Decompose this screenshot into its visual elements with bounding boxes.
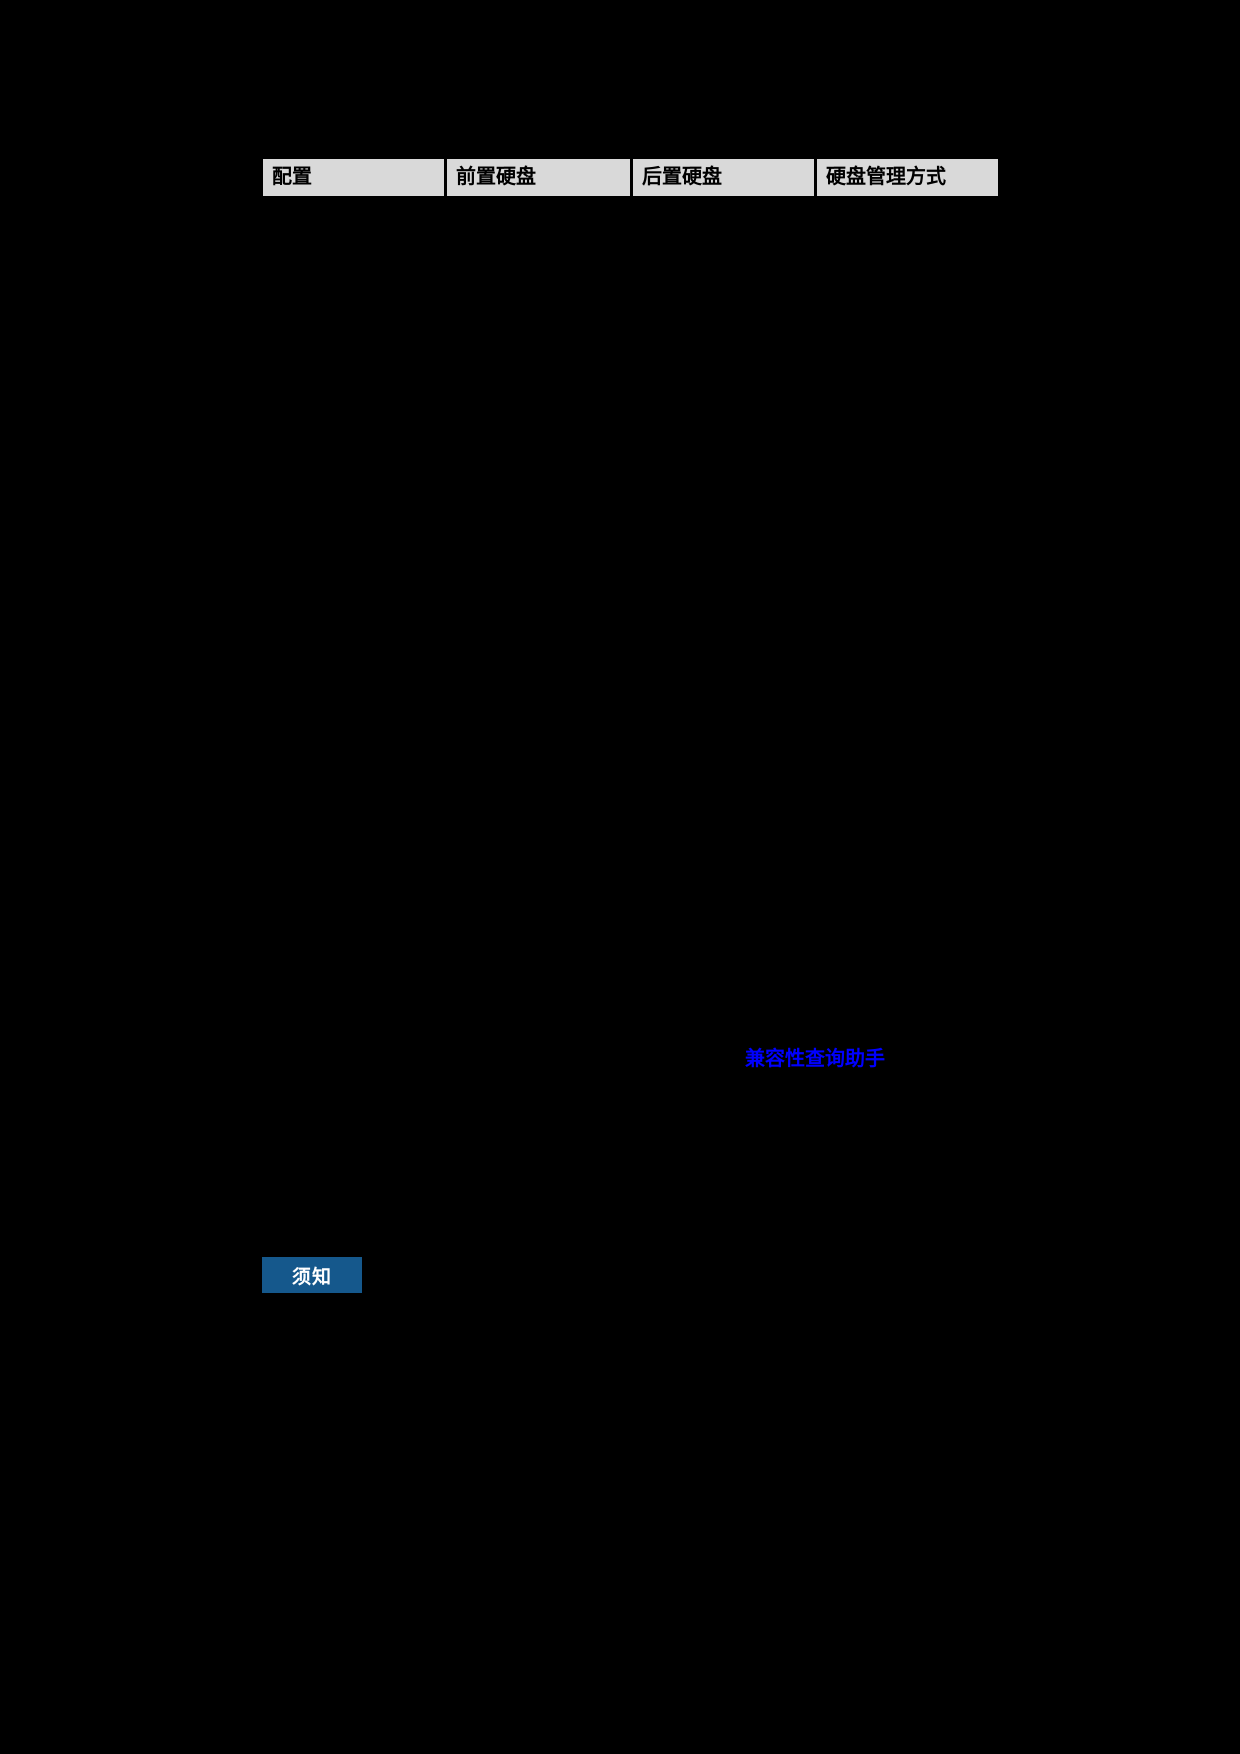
table-header-rear-disk: 后置硬盘 — [633, 159, 814, 196]
disk-config-table-header-row: 配置 前置硬盘 后置硬盘 硬盘管理方式 — [263, 159, 998, 196]
table-header-front-disk: 前置硬盘 — [447, 159, 630, 196]
table-header-disk-management: 硬盘管理方式 — [817, 159, 998, 196]
table-header-config: 配置 — [263, 159, 444, 196]
notice-badge: 须知 — [262, 1257, 362, 1293]
compatibility-checker-link[interactable]: 兼容性查询助手 — [745, 1048, 885, 1070]
